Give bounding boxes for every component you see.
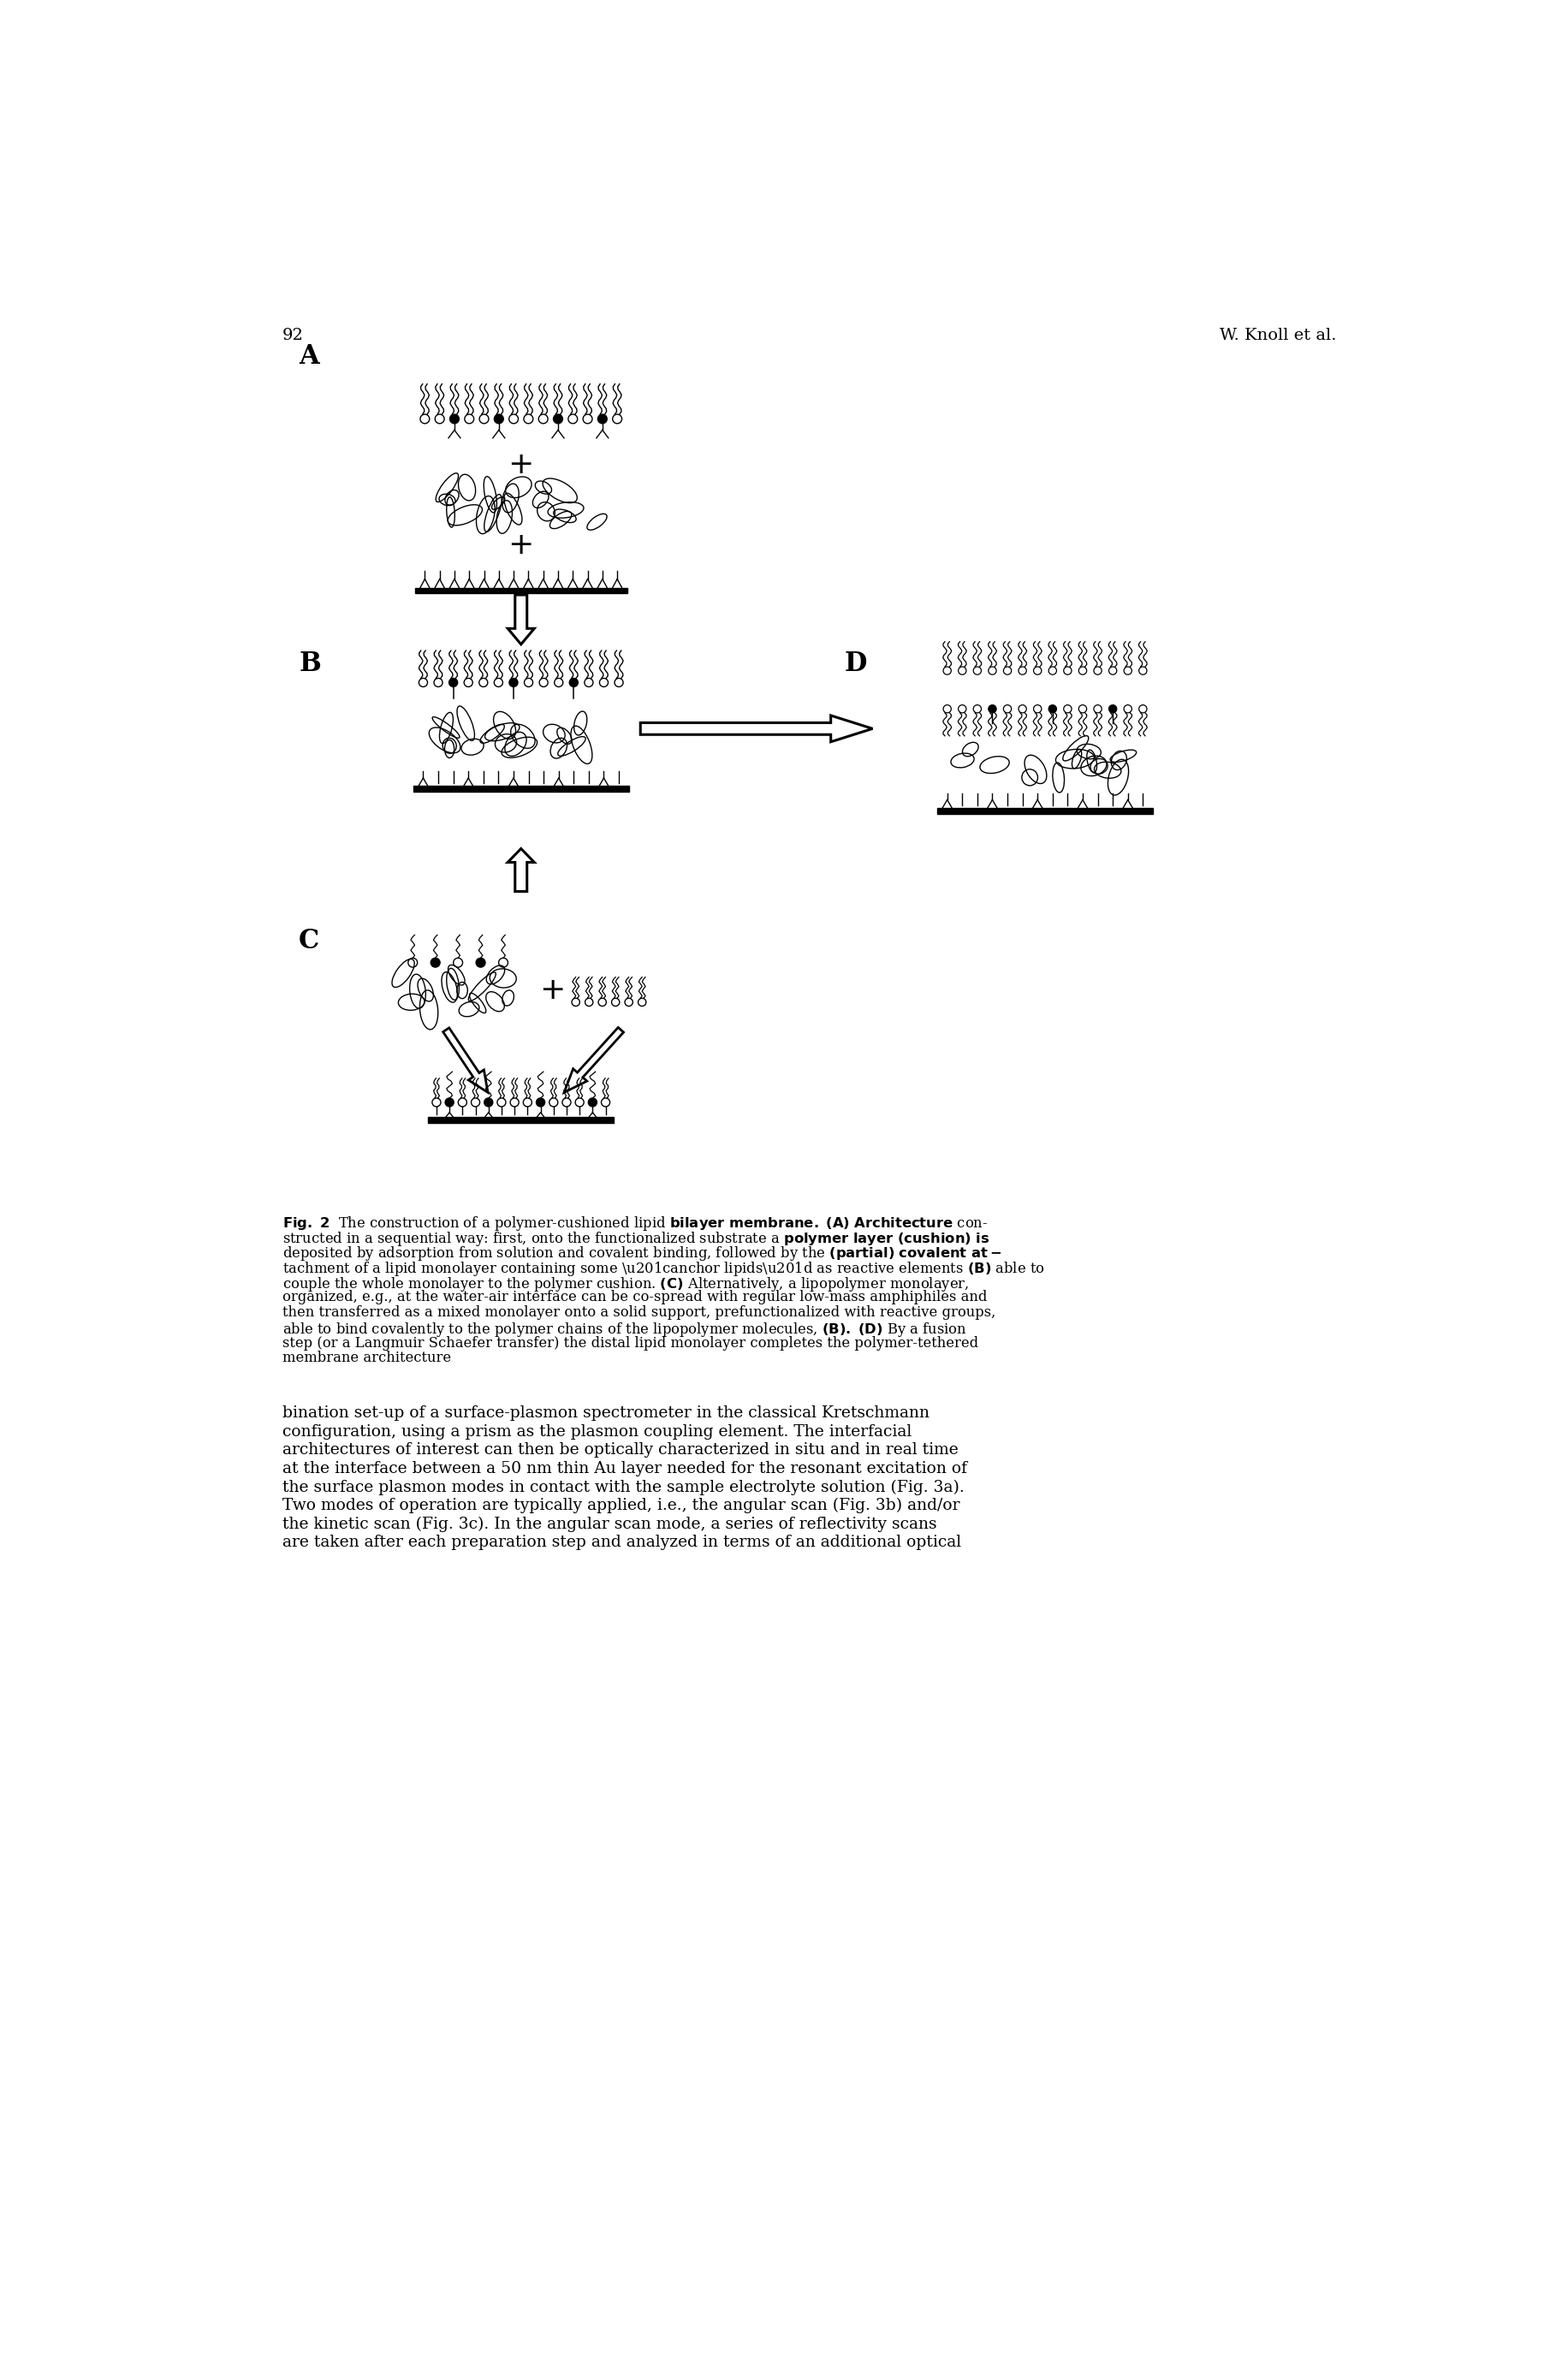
Text: +: + [508, 530, 535, 561]
Circle shape [588, 1098, 597, 1107]
Circle shape [494, 413, 503, 423]
Bar [938, 808, 1152, 813]
Text: organized, e.g., at the water-air interface can be co-spread with regular low-ma: organized, e.g., at the water-air interf… [282, 1290, 986, 1304]
Circle shape [554, 413, 563, 423]
Text: bination set-up of a surface-plasmon spectrometer in the classical Kretschmann: bination set-up of a surface-plasmon spe… [282, 1407, 930, 1421]
Text: configuration, using a prism as the plasmon coupling element. The interfacial: configuration, using a prism as the plas… [282, 1423, 911, 1440]
Text: architectures of interest can then be optically characterized in situ and in rea: architectures of interest can then be op… [282, 1442, 958, 1459]
Circle shape [1109, 706, 1116, 713]
Text: at the interface between a 50 nm thin Au layer needed for the resonant excitatio: at the interface between a 50 nm thin Au… [282, 1461, 967, 1475]
Text: the surface plasmon modes in contact with the sample electrolyte solution (Fig. : the surface plasmon modes in contact wit… [282, 1480, 964, 1495]
Text: Two modes of operation are typically applied, i.e., the angular scan (Fig. 3b) a: Two modes of operation are typically app… [282, 1497, 960, 1514]
Text: membrane architecture: membrane architecture [282, 1352, 452, 1366]
Circle shape [485, 1098, 492, 1107]
Text: step (or a Langmuir Schaefer transfer) the distal lipid monolayer completes the : step (or a Langmuir Schaefer transfer) t… [282, 1335, 978, 1350]
Text: 92: 92 [282, 328, 304, 345]
Text: W. Knoll et al.: W. Knoll et al. [1220, 328, 1338, 345]
Text: +: + [508, 451, 535, 480]
Circle shape [597, 413, 607, 423]
Text: able to bind covalently to the polymer chains of the lipopolymer molecules, $\ma: able to bind covalently to the polymer c… [282, 1321, 966, 1338]
Text: couple the whole monolayer to the polymer cushion. $\mathbf{(C)}$ Alternatively,: couple the whole monolayer to the polyme… [282, 1276, 969, 1293]
Circle shape [450, 413, 459, 423]
Text: the kinetic scan (Fig. 3c). In the angular scan mode, a series of reflectivity s: the kinetic scan (Fig. 3c). In the angul… [282, 1516, 936, 1533]
Text: tachment of a lipid monolayer containing some \u201canchor lipids\u201d as react: tachment of a lipid monolayer containing… [282, 1259, 1044, 1278]
Text: then transferred as a mixed monolayer onto a solid support, prefunctionalized wi: then transferred as a mixed monolayer on… [282, 1304, 996, 1321]
Circle shape [1049, 706, 1057, 713]
Text: $\mathbf{Fig.\ 2}$  The construction of a polymer-cushioned lipid $\mathbf{bilay: $\mathbf{Fig.\ 2}$ The construction of a… [282, 1214, 988, 1233]
Text: A: A [299, 342, 318, 371]
Text: structed in a sequential way: first, onto the functionalized substrate a $\mathb: structed in a sequential way: first, ont… [282, 1228, 989, 1247]
Circle shape [988, 706, 996, 713]
Text: deposited by adsorption from solution and covalent binding, followed by the $\ma: deposited by adsorption from solution an… [282, 1245, 1002, 1262]
Circle shape [510, 677, 517, 687]
Circle shape [445, 1098, 453, 1107]
Bar [416, 587, 627, 594]
Circle shape [477, 958, 485, 967]
Circle shape [536, 1098, 544, 1107]
Text: D: D [845, 651, 867, 677]
Text: +: + [539, 977, 566, 1005]
Text: are taken after each preparation step and analyzed in terms of an additional opt: are taken after each preparation step an… [282, 1535, 961, 1549]
Text: B: B [299, 651, 321, 677]
Bar [414, 786, 629, 791]
Bar [428, 1117, 615, 1124]
Circle shape [431, 958, 441, 967]
Circle shape [448, 677, 458, 687]
Circle shape [569, 677, 579, 687]
Text: C: C [299, 927, 320, 955]
